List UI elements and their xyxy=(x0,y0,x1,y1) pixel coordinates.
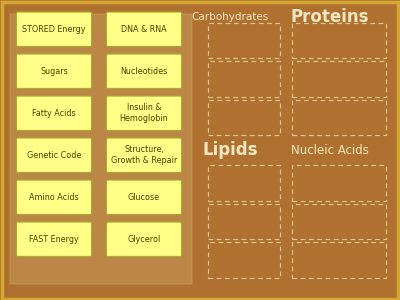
Text: Nucleic Acids: Nucleic Acids xyxy=(291,143,369,157)
Bar xyxy=(292,242,386,278)
Text: DNA & RNA: DNA & RNA xyxy=(121,25,167,34)
FancyBboxPatch shape xyxy=(106,54,182,88)
Bar xyxy=(10,14,192,284)
Bar xyxy=(292,61,386,97)
Text: Nucleotides: Nucleotides xyxy=(120,67,168,76)
Text: Glucose: Glucose xyxy=(128,193,160,202)
FancyBboxPatch shape xyxy=(106,138,182,172)
Bar xyxy=(292,204,386,239)
FancyBboxPatch shape xyxy=(16,180,92,214)
FancyBboxPatch shape xyxy=(16,222,92,256)
Text: Sugars: Sugars xyxy=(40,67,68,76)
Text: Structure,
Growth & Repair: Structure, Growth & Repair xyxy=(111,146,177,165)
Text: Genetic Code: Genetic Code xyxy=(27,151,81,160)
Bar xyxy=(208,23,280,58)
FancyBboxPatch shape xyxy=(106,12,182,46)
Bar xyxy=(292,23,386,58)
Bar xyxy=(208,242,280,278)
Text: Glycerol: Glycerol xyxy=(127,235,161,244)
FancyBboxPatch shape xyxy=(16,138,92,172)
Bar xyxy=(292,100,386,135)
FancyBboxPatch shape xyxy=(106,222,182,256)
FancyBboxPatch shape xyxy=(106,180,182,214)
FancyBboxPatch shape xyxy=(16,54,92,88)
FancyBboxPatch shape xyxy=(16,12,92,46)
Text: FAST Energy: FAST Energy xyxy=(29,235,79,244)
Text: STORED Energy: STORED Energy xyxy=(22,25,86,34)
Text: Insulin &
Hemoglobin: Insulin & Hemoglobin xyxy=(120,103,168,123)
FancyBboxPatch shape xyxy=(16,96,92,130)
Text: Lipids: Lipids xyxy=(202,141,258,159)
Bar xyxy=(208,165,280,201)
FancyBboxPatch shape xyxy=(106,96,182,130)
Text: Amino Acids: Amino Acids xyxy=(29,193,79,202)
Bar xyxy=(208,61,280,97)
Bar xyxy=(292,165,386,201)
Text: Proteins: Proteins xyxy=(291,8,369,26)
Text: Fatty Acids: Fatty Acids xyxy=(32,109,76,118)
Bar xyxy=(208,100,280,135)
Bar xyxy=(208,204,280,239)
Text: Carbohydrates: Carbohydrates xyxy=(191,11,269,22)
